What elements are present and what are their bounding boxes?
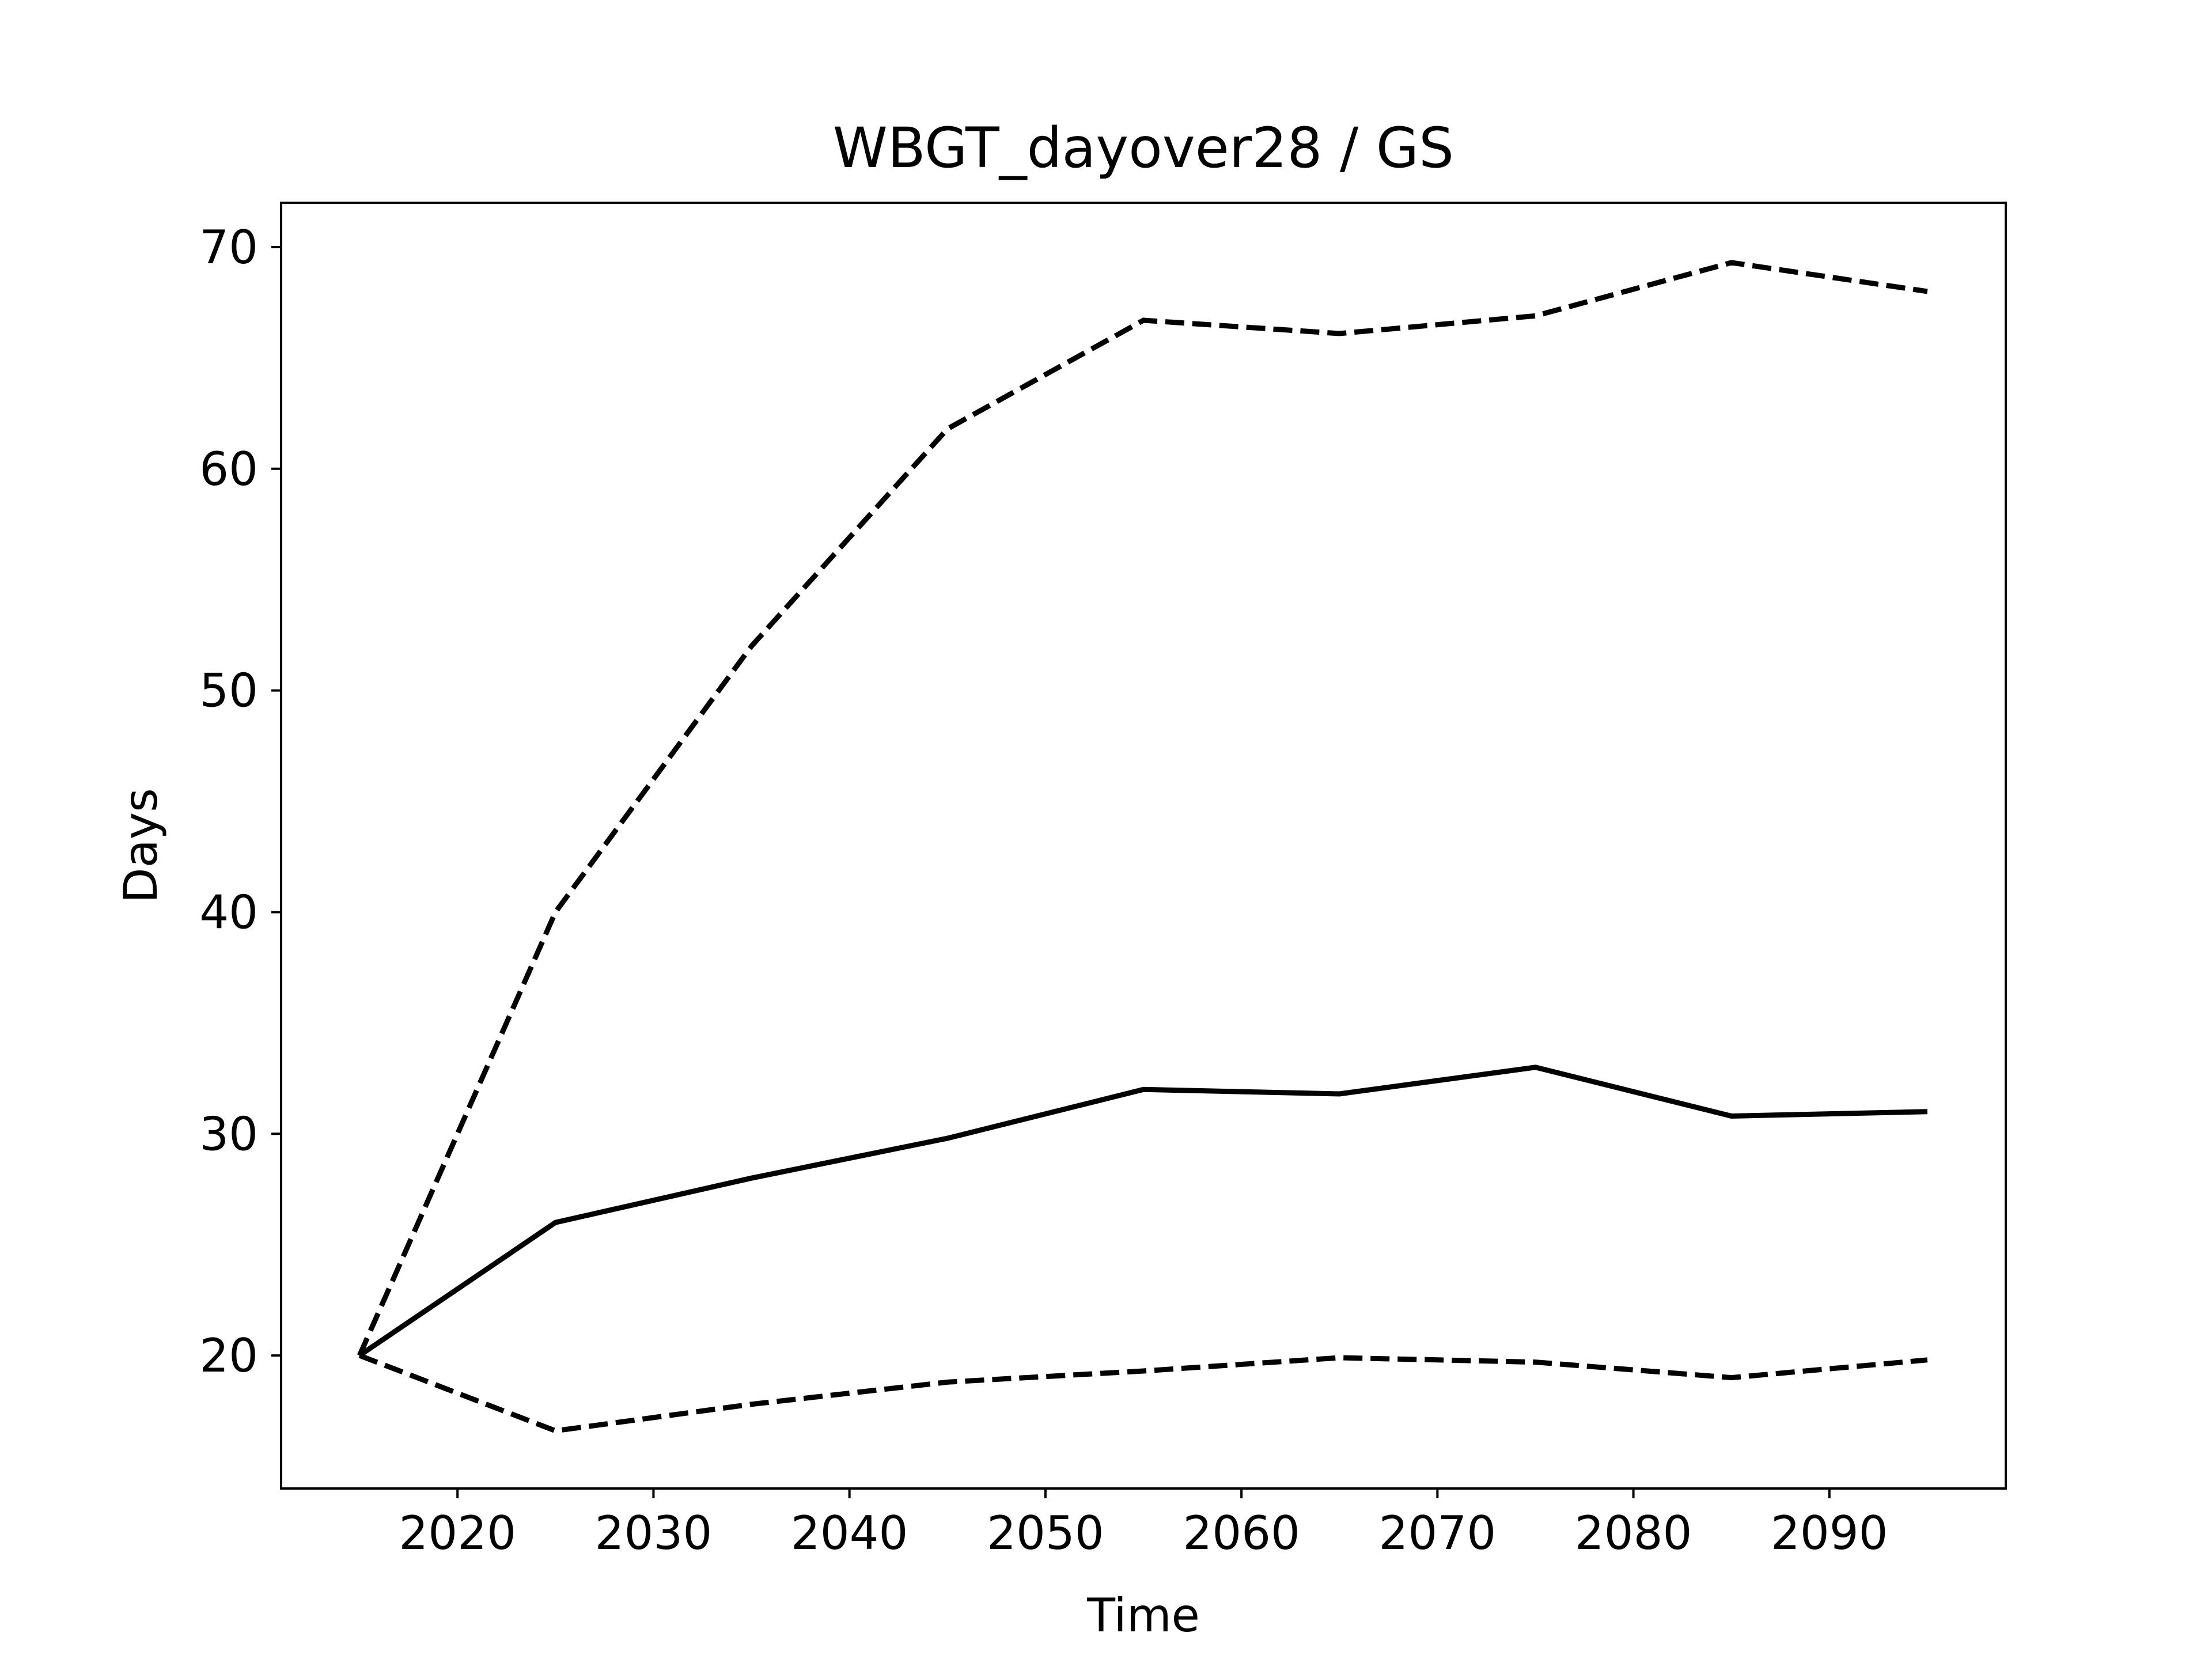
y-tick-label: 70 bbox=[199, 221, 258, 274]
x-tick-label: 2020 bbox=[399, 1506, 516, 1560]
x-tick-label: 2080 bbox=[1575, 1506, 1692, 1560]
y-tick-label: 30 bbox=[199, 1107, 258, 1161]
x-tick-label: 2090 bbox=[1771, 1506, 1888, 1560]
x-axis-label: Time bbox=[1086, 1589, 1200, 1642]
x-tick-label: 2050 bbox=[987, 1506, 1104, 1560]
series-line-3 bbox=[358, 1353, 1928, 1434]
y-tick-label: 20 bbox=[199, 1329, 258, 1382]
series-line-1 bbox=[357, 260, 1928, 1357]
chart-title: WBGT_dayover28 / GS bbox=[833, 116, 1454, 180]
y-tick-label: 60 bbox=[199, 442, 258, 496]
series-layer bbox=[357, 260, 1928, 1434]
plot-frame bbox=[280, 202, 2007, 1490]
x-tick-label: 2060 bbox=[1183, 1506, 1300, 1560]
series-line-2 bbox=[358, 1065, 1928, 1358]
x-ticks: 2020 2030 2040 2050 2060 2070 2080 2090 bbox=[399, 1488, 1888, 1560]
y-axis-label: Days bbox=[114, 788, 168, 903]
x-tick-label: 2030 bbox=[595, 1506, 713, 1560]
y-ticks: 20 30 40 50 60 70 bbox=[199, 221, 281, 1382]
x-tick-label: 2040 bbox=[791, 1506, 908, 1560]
y-tick-label: 50 bbox=[199, 664, 258, 718]
x-tick-label: 2070 bbox=[1379, 1506, 1497, 1560]
y-tick-label: 40 bbox=[199, 885, 258, 939]
